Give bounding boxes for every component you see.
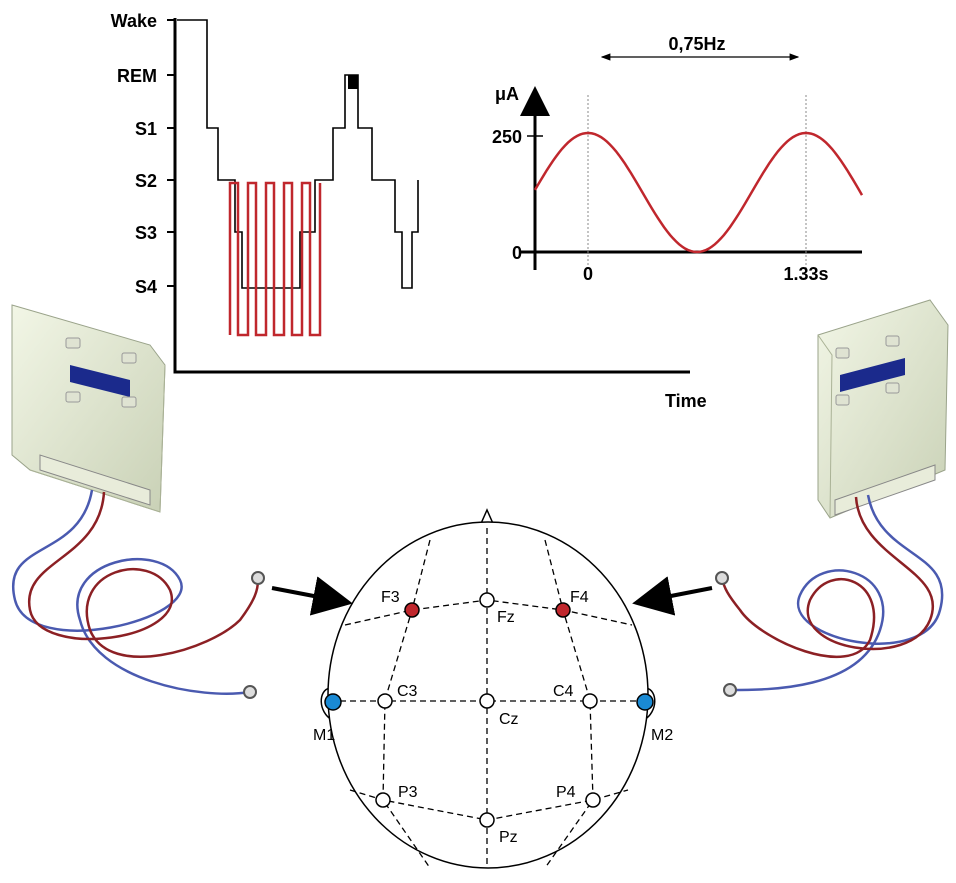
stage-label: S4 bbox=[135, 277, 157, 297]
electrode-label: M2 bbox=[651, 727, 673, 744]
rem-block bbox=[348, 75, 358, 89]
electrode bbox=[636, 693, 654, 711]
stage-label: S1 bbox=[135, 119, 157, 139]
electrode-label: P4 bbox=[556, 784, 576, 801]
arrow bbox=[632, 576, 713, 616]
electrode bbox=[375, 792, 391, 808]
x-tick-label: 0 bbox=[583, 264, 593, 284]
hypnogram-axes bbox=[173, 18, 690, 374]
x-axis-label: Time bbox=[665, 391, 707, 411]
electrode bbox=[479, 812, 495, 828]
electrode bbox=[479, 693, 495, 709]
electrode-label: C3 bbox=[397, 683, 418, 700]
waveform: 0,75Hz μA 250 0 0 1.33s bbox=[492, 34, 864, 284]
electrode bbox=[582, 693, 598, 709]
electrode-label: M1 bbox=[313, 727, 335, 744]
stage-label: REM bbox=[117, 66, 157, 86]
stage-ticks bbox=[167, 19, 175, 287]
electrode bbox=[377, 693, 393, 709]
stimulation-blocks bbox=[228, 181, 322, 337]
electrode-label: F3 bbox=[381, 589, 400, 606]
stage-label: S2 bbox=[135, 171, 157, 191]
electrode bbox=[585, 792, 601, 808]
hypnogram: Wake REM S1 S2 S3 S4 Time bbox=[111, 11, 707, 411]
y-tick-label: 250 bbox=[492, 127, 522, 147]
electrode bbox=[324, 693, 342, 711]
electrode bbox=[479, 592, 495, 608]
electrode-label: P3 bbox=[398, 784, 418, 801]
electrode bbox=[404, 602, 420, 618]
sleep-stage-trace bbox=[177, 19, 419, 289]
electrode-label: Pz bbox=[499, 829, 518, 846]
electrode bbox=[555, 602, 571, 618]
stage-label: Wake bbox=[111, 11, 157, 31]
stimulator-right bbox=[715, 299, 949, 697]
unit-label: μA bbox=[495, 84, 519, 104]
stimulator-left bbox=[11, 304, 265, 699]
arrow bbox=[271, 576, 353, 616]
electrode-label: Fz bbox=[497, 609, 515, 626]
stage-label: S3 bbox=[135, 223, 157, 243]
electrode-label: C4 bbox=[553, 683, 574, 700]
electrode-labels: F3 F4 Fz C3 C4 Cz M1 M2 P3 P4 Pz bbox=[313, 589, 673, 846]
x-tick-label: 1.33s bbox=[783, 264, 828, 284]
y-tick-label: 0 bbox=[512, 243, 522, 263]
electrode-label: F4 bbox=[570, 589, 589, 606]
electrodes bbox=[324, 592, 654, 828]
sine-wave bbox=[533, 131, 864, 254]
electrode-label: Cz bbox=[499, 711, 519, 728]
frequency-label: 0,75Hz bbox=[668, 34, 725, 54]
